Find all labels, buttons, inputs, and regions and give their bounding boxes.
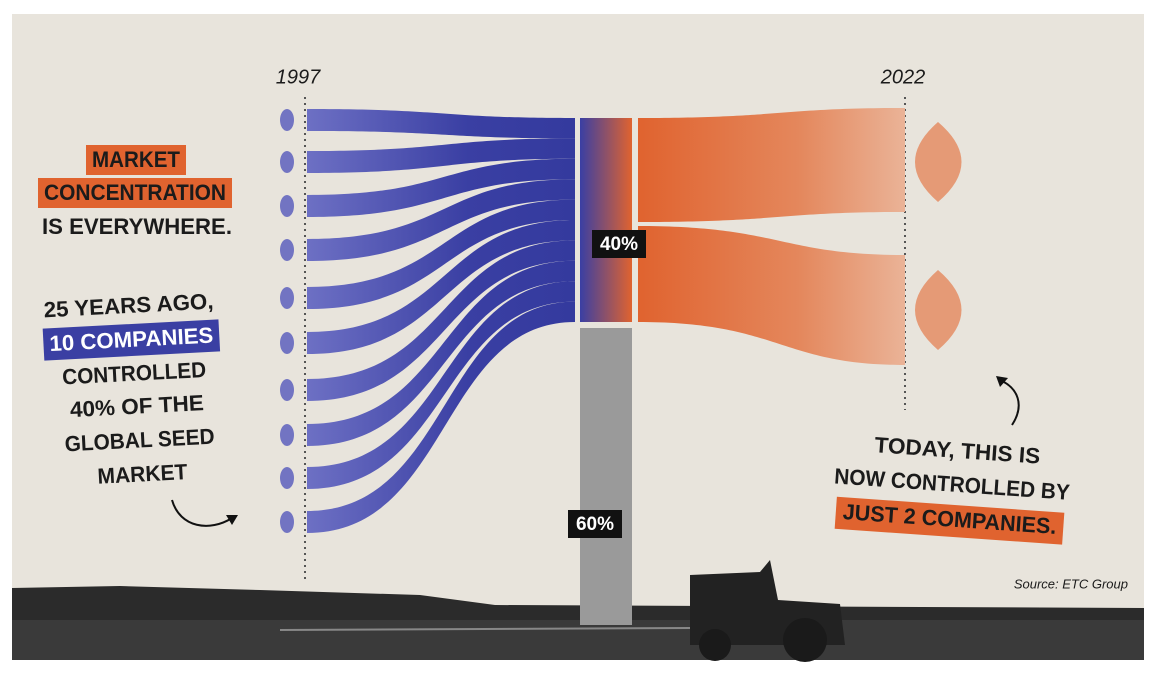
headline: MARKET CONCENTRATION IS EVERYWHERE. bbox=[38, 145, 232, 239]
flows bbox=[280, 109, 575, 533]
flow-1997 bbox=[307, 158, 575, 217]
company-1997 bbox=[280, 379, 294, 401]
company-1997 bbox=[280, 239, 294, 261]
headline-line: CONCENTRATION bbox=[44, 180, 226, 205]
company-1997 bbox=[280, 467, 294, 489]
company-1997 bbox=[280, 332, 294, 354]
company-1997 bbox=[280, 195, 294, 217]
flow-1997 bbox=[307, 301, 575, 533]
share-label: 40% bbox=[600, 234, 638, 255]
company-1997 bbox=[280, 151, 294, 173]
company-1997 bbox=[280, 287, 294, 309]
flow-2022-a bbox=[638, 108, 905, 222]
headline-line: IS EVERYWHERE. bbox=[42, 214, 232, 239]
flow-1997 bbox=[307, 281, 575, 489]
company-1997 bbox=[280, 109, 294, 131]
label-box bbox=[568, 510, 622, 538]
share-label: 60% bbox=[576, 514, 614, 535]
company-1997 bbox=[280, 511, 294, 533]
note-line: MARKET bbox=[97, 459, 189, 489]
flow-1997 bbox=[307, 240, 575, 401]
year-label: 1997 bbox=[276, 66, 321, 88]
company-2022 bbox=[915, 270, 962, 350]
year-label: 2022 bbox=[880, 66, 926, 88]
arrow-head bbox=[226, 515, 238, 525]
headline-line: MARKET bbox=[92, 147, 181, 172]
label-box bbox=[592, 230, 646, 258]
landscape bbox=[12, 560, 1144, 662]
company-2022 bbox=[915, 122, 962, 202]
share-bar-60 bbox=[580, 328, 632, 625]
arrow bbox=[171, 499, 233, 527]
flow-1997 bbox=[307, 220, 575, 354]
flow-2022-b bbox=[638, 226, 905, 365]
flow-1997 bbox=[307, 199, 575, 309]
flow-1997 bbox=[307, 260, 575, 446]
source: Source: ETC Group bbox=[1014, 576, 1128, 591]
arrow-head bbox=[996, 376, 1008, 387]
flow-1997 bbox=[307, 179, 575, 261]
flow-1997 bbox=[307, 138, 575, 173]
share-bar-40 bbox=[580, 118, 632, 322]
flow-1997 bbox=[307, 109, 575, 139]
company-1997 bbox=[280, 424, 294, 446]
